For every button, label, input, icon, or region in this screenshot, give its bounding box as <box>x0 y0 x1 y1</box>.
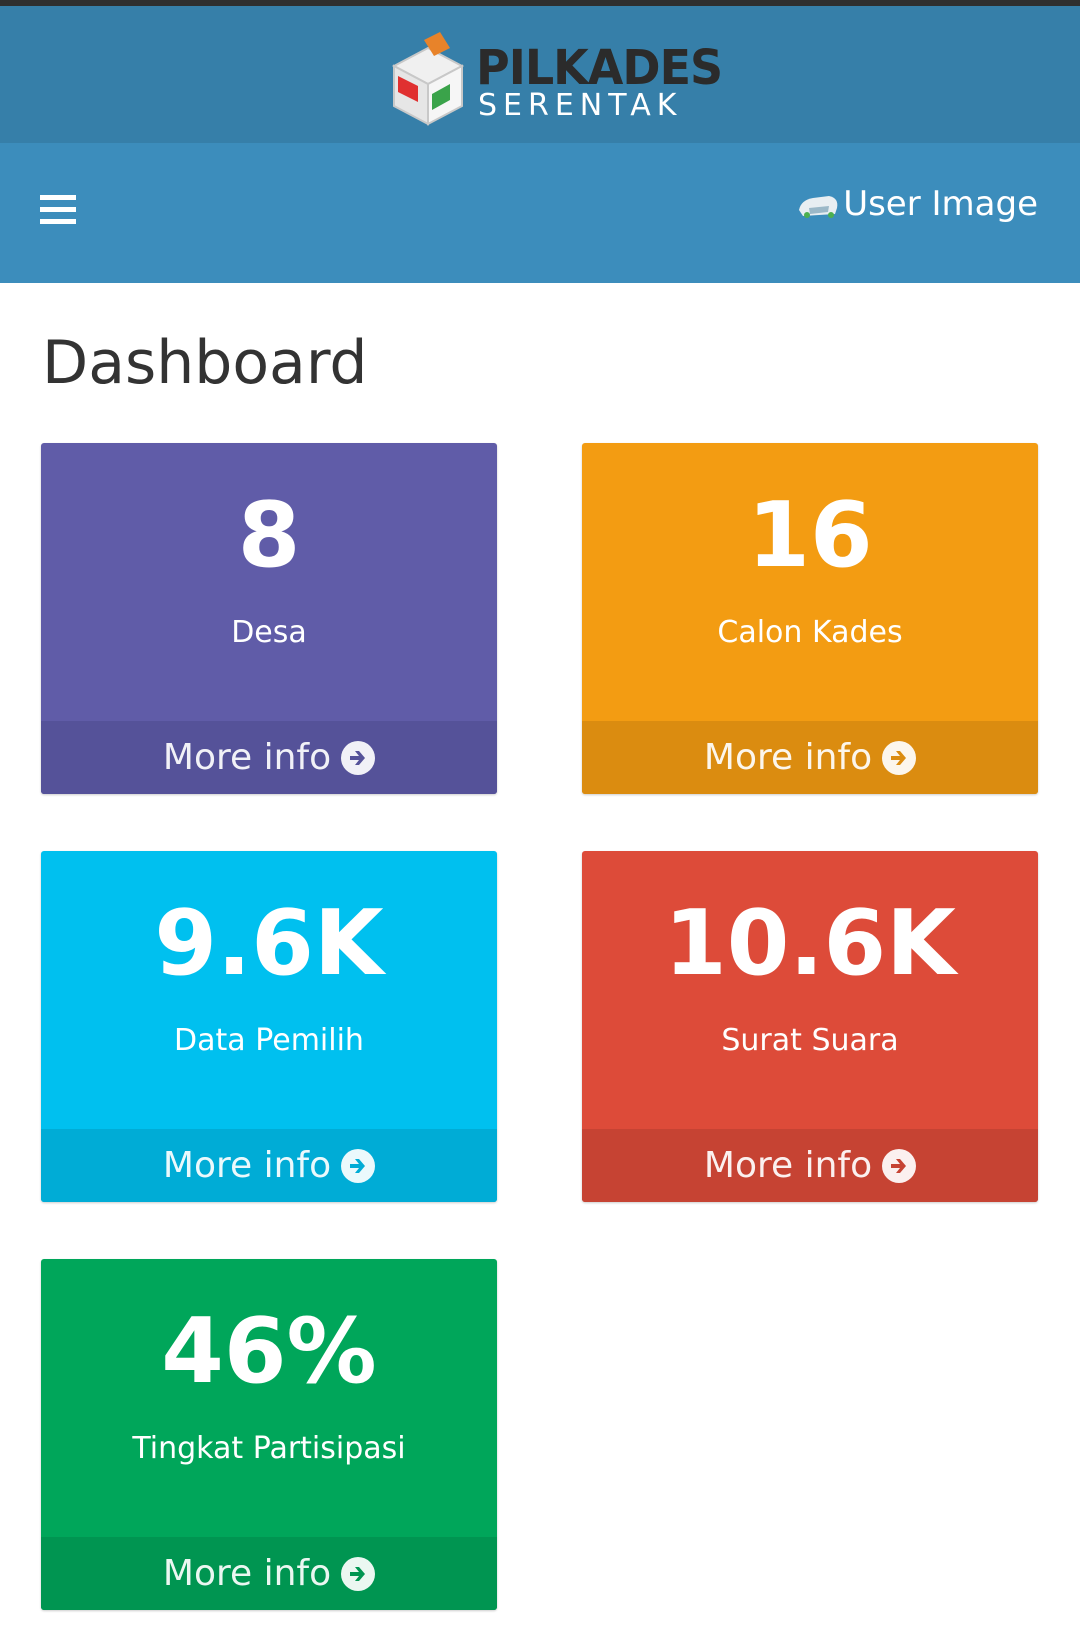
info-box-calon-kades: 16 Calon Kades More info <box>582 443 1038 794</box>
more-info-label: More info <box>162 1553 332 1594</box>
box-label: Calon Kades <box>717 615 903 650</box>
page-title: Dashboard <box>42 328 368 398</box>
user-menu[interactable]: User Image <box>795 179 1038 229</box>
top-edge <box>0 0 1080 6</box>
app-logo[interactable]: PILKADES SERENTAK <box>388 26 723 136</box>
box-label: Data Pemilih <box>174 1023 364 1058</box>
arrow-circle-right-icon <box>341 740 376 775</box>
arrow-circle-right-icon <box>882 1148 917 1183</box>
more-info-link[interactable]: More info <box>582 1129 1038 1202</box>
more-info-link[interactable]: More info <box>41 721 497 794</box>
logo-subtitle: SERENTAK <box>478 88 683 123</box>
more-info-label: More info <box>703 1145 873 1186</box>
info-box-surat-suara: 10.6K Surat Suara More info <box>582 851 1038 1202</box>
info-box-desa: 8 Desa More info <box>41 443 497 794</box>
box-value: 46% <box>161 1299 377 1404</box>
box-value: 10.6K <box>664 891 956 996</box>
box-label: Desa <box>231 615 307 650</box>
arrow-circle-right-icon <box>341 1556 376 1591</box>
box-label: Surat Suara <box>721 1023 899 1058</box>
arrow-circle-right-icon <box>341 1148 376 1183</box>
info-box-tingkat-partisipasi: 46% Tingkat Partisipasi More info <box>41 1259 497 1610</box>
more-info-link[interactable]: More info <box>41 1537 497 1610</box>
main-content: Dashboard 8 Desa More info 16 Calon Kade… <box>0 283 1080 1631</box>
box-value: 9.6K <box>154 891 384 996</box>
more-info-link[interactable]: More info <box>582 721 1038 794</box>
logo-bar: PILKADES SERENTAK <box>0 6 1080 143</box>
arrow-circle-right-icon <box>882 740 917 775</box>
box-value: 16 <box>747 483 873 588</box>
user-image-icon <box>795 188 841 220</box>
box-label: Tingkat Partisipasi <box>132 1431 406 1466</box>
more-info-label: More info <box>703 737 873 778</box>
user-image-label: User Image <box>843 184 1038 224</box>
more-info-label: More info <box>162 1145 332 1186</box>
navbar: User Image <box>0 143 1080 283</box>
hamburger-menu-icon[interactable] <box>40 195 78 225</box>
info-box-data-pemilih: 9.6K Data Pemilih More info <box>41 851 497 1202</box>
more-info-link[interactable]: More info <box>41 1129 497 1202</box>
ballot-box-logo <box>391 32 465 126</box>
more-info-label: More info <box>162 737 332 778</box>
logo-title: PILKADES <box>476 38 723 96</box>
box-value: 8 <box>237 483 301 588</box>
